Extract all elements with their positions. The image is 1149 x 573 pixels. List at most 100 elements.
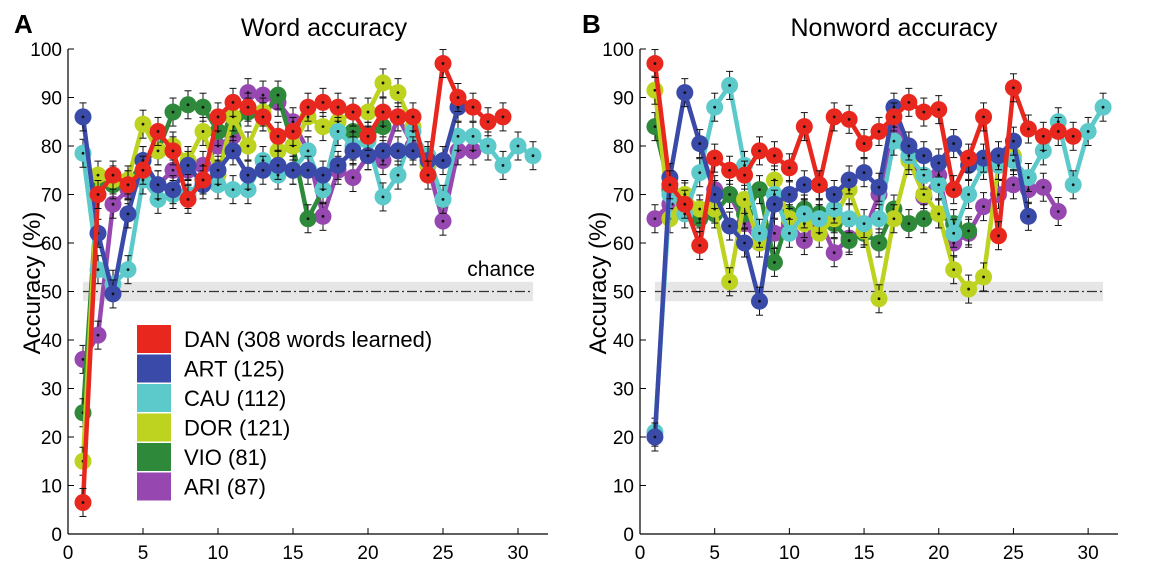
point-center [832, 115, 836, 119]
y-tick-label: 50 [41, 283, 62, 304]
point-center [758, 149, 761, 153]
y-tick-label: 40 [613, 331, 634, 352]
data-point [706, 92, 724, 122]
legend-item-vio: VIO (81) [137, 443, 267, 471]
point-center [1086, 130, 1090, 133]
point-center [201, 178, 205, 182]
legend-item-dor: DOR (121) [137, 413, 290, 442]
data-point [299, 204, 317, 234]
series-dan [646, 49, 1082, 260]
point-center [728, 224, 732, 228]
data-point [344, 136, 362, 166]
data-point [795, 226, 813, 256]
data-point [494, 102, 512, 132]
data-point [990, 141, 1007, 171]
point-center [922, 110, 926, 114]
data-point [691, 129, 709, 159]
data-point [1094, 92, 1112, 122]
y-tick-label: 20 [613, 428, 634, 449]
data-point [840, 104, 858, 134]
point-center [336, 105, 340, 109]
point-center [847, 217, 851, 221]
data-point [419, 160, 437, 190]
data-point [1034, 121, 1052, 151]
point-center [1012, 86, 1015, 90]
point-center [802, 183, 806, 187]
point-center [306, 149, 310, 153]
data-point [945, 218, 963, 248]
point-center [892, 217, 896, 221]
data-point [269, 150, 287, 180]
point-center [937, 108, 941, 112]
data-point [646, 204, 664, 234]
point-center [997, 154, 1000, 158]
point-center [306, 168, 310, 172]
point-center [351, 176, 355, 179]
data-point [464, 121, 482, 151]
point-center [862, 171, 866, 175]
point-center [922, 217, 926, 221]
data-point [149, 170, 167, 200]
data-point [119, 170, 137, 200]
point-center [186, 103, 190, 107]
point-center [171, 188, 175, 192]
data-point [900, 131, 918, 161]
point-center [698, 207, 702, 211]
point-center [982, 115, 985, 119]
data-point [389, 160, 407, 190]
y-tick-label: 0 [51, 525, 62, 546]
point-center [306, 105, 310, 109]
point-center [231, 188, 235, 192]
point-center [728, 83, 732, 87]
y-tick-label: 10 [41, 477, 62, 498]
data-point [795, 112, 813, 142]
x-tick-label: 25 [1003, 543, 1024, 564]
data-point [960, 143, 978, 173]
x-tick-label: 30 [507, 543, 528, 564]
legend-label: VIO (81) [184, 445, 267, 470]
data-point [329, 150, 347, 180]
legend-label: ART (125) [184, 357, 285, 382]
point-center [396, 91, 400, 95]
y-tick-label: 20 [41, 428, 62, 449]
point-center [1041, 185, 1045, 189]
data-point [825, 102, 843, 132]
point-center [952, 231, 956, 235]
point-center [758, 188, 761, 192]
chart-title: Word accuracy [241, 14, 408, 42]
data-point [524, 141, 542, 171]
point-center [126, 212, 130, 216]
y-tick-label: 50 [613, 283, 634, 304]
point-center [126, 183, 130, 187]
point-center [832, 193, 836, 196]
point-center [997, 193, 1000, 196]
point-center [336, 130, 340, 133]
data-point [855, 209, 873, 239]
point-center [922, 193, 926, 196]
data-point [676, 78, 694, 108]
point-center [396, 173, 400, 177]
point-center [937, 212, 941, 216]
point-center [862, 222, 866, 226]
data-point [74, 487, 92, 517]
point-center [366, 110, 370, 114]
data-point [870, 204, 888, 234]
data-point [975, 192, 993, 222]
data-point [780, 153, 798, 183]
point-center [1071, 183, 1075, 187]
point-center [216, 115, 220, 119]
data-point [1034, 172, 1052, 202]
data-point [269, 80, 287, 110]
data-point [810, 204, 828, 234]
data-point [900, 209, 918, 239]
data-point [751, 175, 768, 205]
point-center [922, 173, 926, 177]
data-point [134, 109, 152, 139]
point-center [276, 134, 280, 138]
point-center [441, 159, 445, 162]
data-point [900, 87, 918, 117]
point-center [171, 168, 175, 172]
point-center [141, 168, 145, 172]
point-center [111, 202, 115, 206]
data-point [389, 102, 407, 132]
